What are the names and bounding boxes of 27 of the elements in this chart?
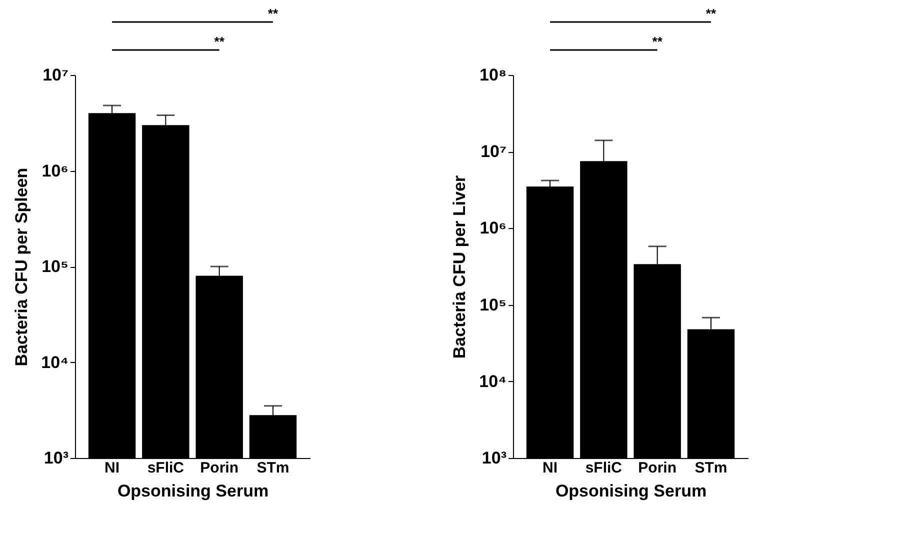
y-tick-label: 10⁶ (42, 161, 68, 180)
y-tick-label: 10⁸ (480, 66, 506, 84)
y-tick-label: 10⁵ (42, 257, 68, 276)
x-axis-title: Opsonising Serum (117, 482, 269, 500)
x-axis-title: Opsonising Serum (555, 482, 707, 500)
text: ** (268, 6, 279, 21)
y-tick-label: 10⁶ (480, 218, 506, 238)
y-tick-label: 10⁷ (480, 142, 506, 162)
x-tick-label: STm (256, 460, 290, 476)
y-tick-label: 10⁴ (479, 372, 506, 391)
text: ** (652, 34, 664, 49)
y-axis-title: Bacteria CFU per Spleen (12, 168, 32, 366)
text: ** (214, 34, 226, 49)
x-tick-label: Porin (200, 460, 238, 476)
y-tick-label: 10⁵ (480, 295, 506, 314)
y-tick-label: 10⁴ (41, 352, 68, 372)
y-tick-label: 10³ (44, 448, 69, 468)
y-axis-title: Bacteria CFU per Liver (450, 174, 470, 359)
y-tick-label: 10³ (482, 448, 507, 468)
x-tick-label: STm (694, 460, 728, 476)
x-tick-label: Porin (638, 460, 676, 476)
x-tick-label: sFliC (147, 460, 184, 476)
x-tick-label: NI (542, 460, 558, 476)
x-tick-label: NI (104, 460, 120, 476)
y-tick-label: 10⁷ (42, 66, 68, 84)
x-tick-label: sFliC (585, 460, 622, 476)
text: ** (706, 6, 717, 21)
